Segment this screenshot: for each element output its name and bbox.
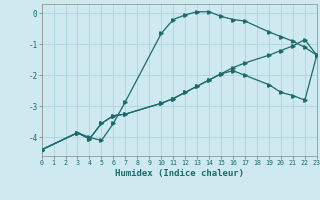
- X-axis label: Humidex (Indice chaleur): Humidex (Indice chaleur): [115, 169, 244, 178]
